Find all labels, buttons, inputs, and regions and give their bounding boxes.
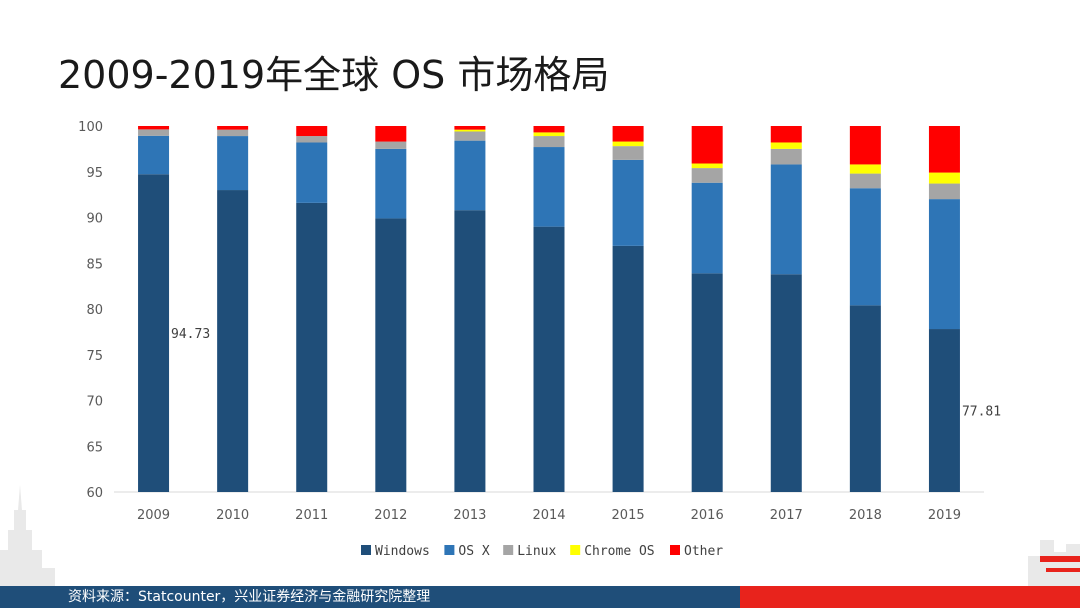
bar-segment-chrome-os [770,142,802,149]
bar-segment-os-x [691,182,723,274]
x-tick-label: 2012 [374,508,407,523]
x-tick-label: 2019 [928,508,961,523]
bar-segment-chrome-os [849,164,881,174]
bar-segment-chrome-os [454,129,486,132]
legend-label: Windows [375,544,430,559]
data-label: 77.81 [962,405,1001,420]
bar-segment-os-x [217,136,249,191]
bar-segment-other [454,126,486,130]
y-tick-label: 85 [86,257,103,272]
x-tick-label: 2014 [532,508,565,523]
bar-segment-linux [217,129,249,137]
bar-segment-os-x [612,159,644,246]
bar-segment-os-x [849,188,881,306]
legend-swatch [570,545,581,555]
x-tick-label: 2013 [453,508,486,523]
bar-segment-linux [928,183,960,200]
chart-panel: 60 65 70 75 80 85 90 95 100 2009 2010 2011 2012 2013 2… [62,102,1077,584]
source-note: 资料来源：Statcounter，兴业证券经济与金融研究院整理 [68,589,431,605]
bar-segment-os-x [770,164,802,275]
legend-label: OS X [458,544,489,559]
bar-segment-other [928,126,960,173]
bar-segment-windows [296,202,328,493]
bar-segment-os-x [138,135,170,175]
y-tick-label: 65 [86,440,103,455]
footer-bar: 资料来源：Statcounter，兴业证券经济与金融研究院整理 [0,586,1080,608]
building-silhouette-right [1028,540,1080,590]
bar-segment-other [612,126,644,142]
legend-swatch [361,545,371,555]
x-tick-label: 2009 [137,508,170,523]
y-tick-label: 90 [86,212,103,227]
bar-segment-windows [217,190,249,493]
bar-segment-linux [375,141,407,149]
bar-segment-os-x [296,142,328,203]
bar-segment-linux [849,173,881,189]
bar-segment-other [217,126,249,130]
bar-segment-other [849,126,881,165]
legend-label: Other [684,544,723,559]
bar-segment-windows [691,273,723,492]
bar-segment-linux [770,148,802,165]
legend-swatch [444,545,455,555]
page-title: 2009-2019年全球 OS 市场格局 [58,53,610,97]
bar-segment-windows [375,218,407,492]
y-tick-label: 60 [86,486,103,501]
bar-segment-os-x [454,140,486,211]
bar-segment-chrome-os [691,163,723,169]
y-tick-label: 75 [86,349,103,364]
x-tick-label: 2018 [849,508,882,523]
bar-segment-other [138,126,170,130]
bar-segment-linux [296,136,328,143]
bar-segment-windows [770,274,802,492]
x-tick-label: 2015 [612,508,645,523]
x-tick-label: 2016 [691,508,724,523]
legend-swatch [503,545,514,555]
bar-segment-windows [533,226,565,492]
bar-segment-other [770,126,802,143]
bar-segment-linux [454,131,486,141]
legend-swatch [670,545,680,555]
bar-segment-os-x [533,147,565,227]
bar-segment-windows [849,305,881,492]
x-tick-label: 2011 [295,508,328,523]
bar-segment-other [691,126,723,164]
data-label: 94.73 [171,327,210,342]
bar-segment-linux [691,168,723,183]
footer-blue-band [0,586,740,608]
bar-segment-linux [612,146,644,160]
bar-segment-windows [454,210,486,492]
bar-segment-other [296,126,328,137]
y-tick-label: 80 [86,303,103,318]
bar-segment-linux [533,136,565,148]
x-tick-label: 2010 [216,508,249,523]
bar-segment-linux [138,129,170,136]
legend-label: Linux [517,544,556,559]
bar-segment-chrome-os [612,141,644,147]
bar-segment-windows [928,329,960,492]
bar-segment-windows [612,245,644,492]
legend-label: Chrome OS [584,544,654,559]
bar-segment-os-x [928,199,960,330]
y-tick-label: 95 [86,166,103,181]
y-tick-label: 100 [78,120,103,135]
bar-segment-windows [138,174,170,492]
stacked-bar-chart: 60 65 70 75 80 85 90 95 100 2009 2010 2011 2012 2013 2… [78,120,1001,559]
bar-segment-other [533,126,565,133]
bar-segment-other [375,126,407,142]
building-silhouette-left [0,485,55,590]
bar-segment-chrome-os [533,132,565,137]
bar-segment-os-x [375,148,407,219]
x-tick-label: 2017 [770,508,803,523]
y-tick-label: 70 [86,395,103,410]
bar-segment-chrome-os [928,172,960,184]
footer-red-band [740,586,1080,608]
